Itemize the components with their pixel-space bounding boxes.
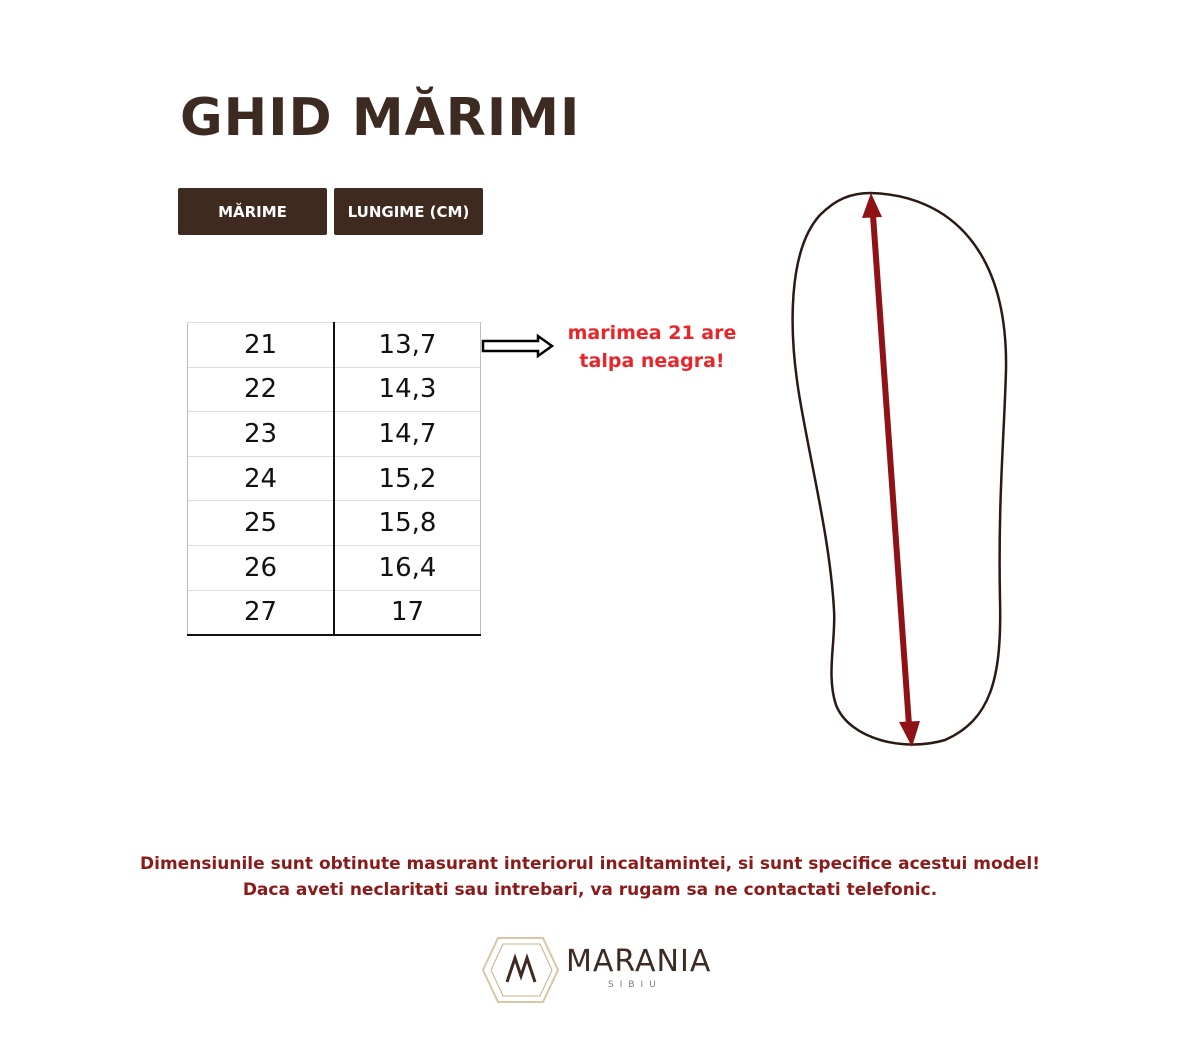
pointer-arrow	[481, 333, 555, 359]
logo-mark	[481, 937, 560, 1003]
length-cell: 13,7	[334, 322, 481, 368]
table-row: 24 15,2	[187, 455, 481, 501]
size-table: 21 13,7 22 14,3 23 14,7 24 15,2 25 15,8 26 16,4 27 17	[187, 322, 481, 637]
length-cell: 17	[334, 589, 481, 637]
note-line: marimea 21 are	[567, 322, 737, 344]
table-row: 23 14,7	[187, 411, 481, 457]
size-cell: 23	[187, 411, 335, 457]
logo-name: MARANIA	[566, 944, 712, 979]
size-cell: 24	[187, 455, 335, 501]
length-line	[870, 214, 912, 726]
size-cell: 22	[187, 366, 335, 412]
table-row: 21 13,7	[187, 322, 481, 368]
arrow-head	[899, 721, 920, 747]
length-cell: 15,8	[334, 500, 481, 546]
column-header[interactable]: LUNGIME (CM)	[334, 188, 483, 235]
table-row: 25 15,8	[187, 500, 481, 546]
note-line: talpa neagra!	[579, 350, 725, 372]
length-cell: 16,4	[334, 544, 481, 591]
footer-line: Daca aveti neclaritati sau intrebari, va…	[242, 880, 938, 900]
logo-city: SIBIU	[608, 980, 662, 990]
size-cell: 25	[187, 500, 335, 546]
size-cell: 26	[187, 544, 335, 591]
arrow-head	[862, 193, 882, 218]
length-cell: 14,3	[334, 366, 481, 412]
table-row: 27 17	[187, 589, 481, 637]
table-row: 22 14,3	[187, 366, 481, 412]
size-cell: 27	[187, 589, 335, 637]
size-cell: 21	[187, 322, 335, 368]
sole-outline	[791, 191, 1008, 746]
table-row: 26 16,4	[187, 544, 481, 591]
footer-line: Dimensiunile sunt obtinute masurant inte…	[140, 854, 1040, 874]
column-header[interactable]: MĂRIME	[178, 188, 327, 235]
page-title: GHID MĂRIMI	[180, 88, 581, 148]
length-cell: 15,2	[334, 455, 481, 501]
length-cell: 14,7	[334, 411, 481, 457]
